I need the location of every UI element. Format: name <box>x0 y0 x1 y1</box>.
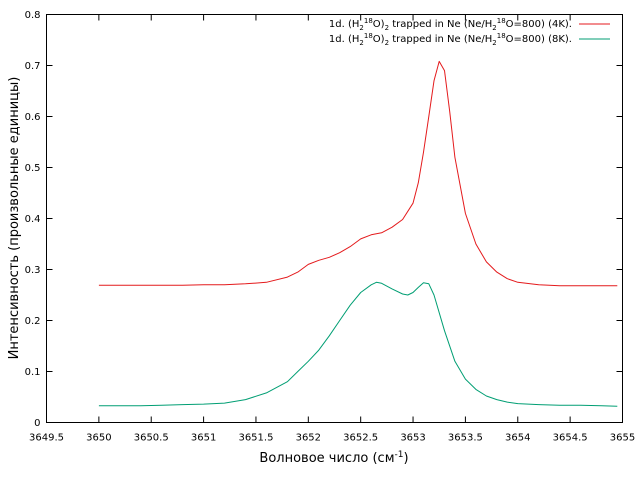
y-tick-label: 0.3 <box>25 265 41 276</box>
x-tick-label: 3653.5 <box>448 433 483 444</box>
x-axis-title-superscript: -1 <box>395 450 404 460</box>
y-tick-label: 0.7 <box>25 61 41 72</box>
y-tick-label: 0.4 <box>25 214 41 225</box>
x-tick-label: 3651.5 <box>238 433 273 444</box>
y-tick-label: 0.8 <box>25 10 41 21</box>
series-line-4k <box>98 60 618 287</box>
x-tick-label: 3652 <box>296 433 321 444</box>
y-tick-label: 0.6 <box>25 112 41 123</box>
legend-entry-8k: 1d. (H218O)2 trapped in Ne (Ne/H218O=800… <box>329 32 610 47</box>
x-axis-title-close: ) <box>403 451 408 466</box>
x-axis-title: Волновое число (см-1) <box>259 450 408 466</box>
plot-frame <box>46 14 623 423</box>
x-axis: 3649.5 3650 3650.5 3651 3651.5 3652 3652.5 3653… <box>29 14 635 444</box>
x-tick-label: 3650 <box>86 433 111 444</box>
series-layer <box>98 60 618 407</box>
y-tick-label: 0 <box>34 418 40 429</box>
legend-label-8k: 1d. (H218O)2 trapped in Ne (Ne/H218O=800… <box>329 32 572 47</box>
y-tick-label: 0.5 <box>25 163 41 174</box>
y-axis-title: Интенсивность (произвольные единицы) <box>7 77 22 360</box>
legend-label-4k: 1d. (H218O)2 trapped in Ne (Ne/H218O=800… <box>329 17 572 32</box>
x-axis-title-main: Волновое число (см <box>259 451 394 466</box>
x-tick-label: 3651 <box>191 433 216 444</box>
x-tick-label: 3653 <box>400 433 425 444</box>
x-tick-label: 3655 <box>610 433 635 444</box>
x-tick-label: 3649.5 <box>29 433 64 444</box>
y-axis: 0 0.1 0.2 0.3 0.4 0.5 0.6 0.7 0.8 <box>25 10 623 429</box>
x-tick-label: 3654 <box>505 433 530 444</box>
legend: 1d. (H218O)2 trapped in Ne (Ne/H218O=800… <box>329 17 610 47</box>
y-tick-label: 0.1 <box>25 367 41 378</box>
x-tick-label: 3652.5 <box>343 433 378 444</box>
x-tick-label: 3650.5 <box>134 433 169 444</box>
legend-entry-4k: 1d. (H218O)2 trapped in Ne (Ne/H218O=800… <box>329 17 610 32</box>
y-tick-label: 0.2 <box>25 316 41 327</box>
series-line-8k <box>98 281 618 407</box>
x-tick-label: 3654.5 <box>553 433 588 444</box>
